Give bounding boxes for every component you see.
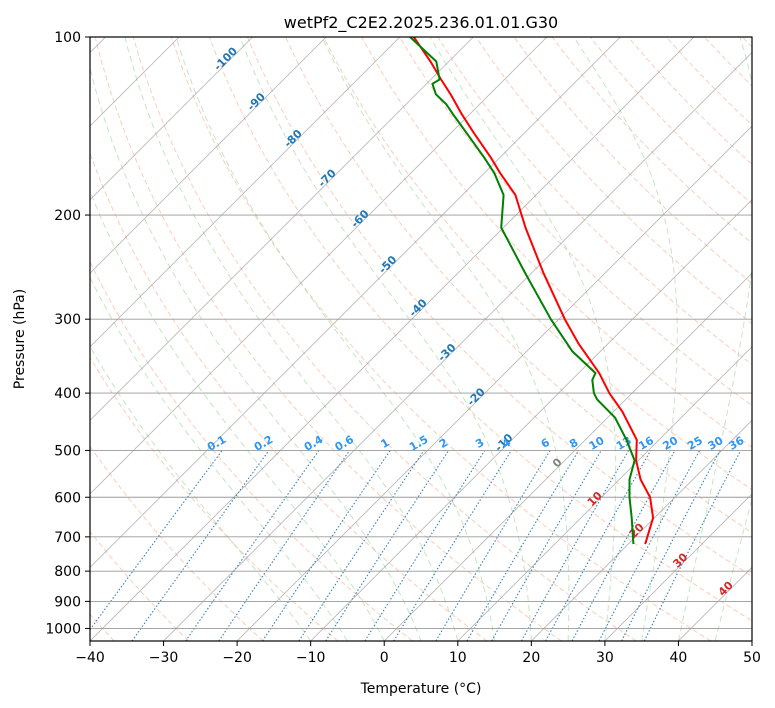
y-tick-label: 1000 (45, 621, 81, 637)
x-tick-label: −40 (75, 650, 105, 666)
moist-adiabat-line (90, 189, 385, 641)
moist-adiabat-line (239, 37, 532, 641)
isotherm-line (163, 51, 752, 641)
moist-adiabat-line (90, 276, 348, 641)
moist-adiabat-line (429, 37, 617, 641)
dry-adiabat-line (208, 37, 752, 622)
y-tick-label: 300 (54, 312, 81, 328)
x-tick-label: −10 (296, 650, 326, 666)
y-tick-label: 400 (54, 386, 81, 402)
mixing-ratio-line (621, 450, 721, 641)
moist-adiabat-line (321, 37, 570, 641)
x-tick-label: 50 (743, 650, 761, 666)
plot-background (90, 37, 752, 641)
isotherm-line (90, 37, 253, 201)
y-tick-label: 100 (54, 30, 81, 46)
dry-adiabat-line (246, 37, 752, 577)
dry-adiabat-line (323, 37, 752, 491)
moist-adiabat-line (573, 37, 678, 641)
dry-adiabat-line (90, 530, 190, 641)
y-tick-label: 700 (54, 530, 81, 546)
dry-adiabat-line (513, 37, 752, 284)
isotherm-line (236, 125, 752, 641)
mixing-ratio-line (393, 450, 512, 641)
mixing-ratio-line (90, 450, 223, 631)
dry-adiabat-line (437, 37, 752, 365)
mixing-ratio-line (521, 450, 630, 641)
mixing-ratio-line (364, 450, 486, 641)
y-axis-title: Pressure (hPa) (12, 289, 28, 389)
plot-frame (89, 36, 753, 642)
isotherm-line (90, 37, 548, 495)
x-tick-label: 30 (596, 650, 614, 666)
mixing-ratio-line (325, 450, 450, 641)
x-tick-label: 20 (522, 650, 540, 666)
mixing-ratio-line (185, 450, 320, 641)
dry-adiabat-line (90, 152, 488, 641)
isotherm-line (90, 37, 327, 274)
isotherm-line (90, 37, 401, 348)
x-axis-title: Temperature (°C) (360, 681, 482, 697)
mixing-ratio-line (643, 450, 742, 641)
isotherm-line (90, 37, 474, 421)
dry-adiabat-line (90, 445, 264, 641)
isotherm-line (310, 199, 752, 641)
moist-adiabat-line (677, 37, 752, 641)
y-tick-label: 800 (54, 564, 81, 580)
dry-adiabat-line (132, 37, 637, 641)
moist-adiabat-line (714, 497, 752, 641)
y-tick-label: 500 (54, 443, 81, 459)
x-tick-label: 0 (380, 650, 389, 666)
moist-adiabat-line (175, 37, 496, 641)
mixing-ratio-line (571, 450, 676, 641)
moist-adiabat-line (90, 66, 422, 641)
dry-adiabat-line (94, 37, 562, 641)
mixing-ratio-line (262, 450, 391, 641)
isotherm-line (531, 419, 752, 641)
isotherm-line (457, 346, 752, 641)
mixing-ratio-line (598, 450, 701, 641)
x-tick-label: −30 (149, 650, 179, 666)
mixing-ratio-line (131, 450, 270, 641)
y-tick-label: 900 (54, 594, 81, 610)
mixing-ratio-line (545, 450, 652, 641)
isotherm-line (604, 493, 752, 641)
y-tick-label: 200 (54, 208, 81, 224)
mixing-ratio-line (435, 450, 551, 641)
x-tick-label: −20 (222, 650, 252, 666)
chart-title: wetPf2_C2E2.2025.236.01.01.G30 (284, 13, 558, 33)
dewpoint-profile (409, 37, 636, 545)
dry-adiabat-line (399, 37, 752, 407)
temperature-profile (412, 37, 655, 545)
x-tick-label: 40 (670, 650, 688, 666)
mixing-ratio-line (218, 450, 351, 641)
y-tick-label: 600 (54, 490, 81, 506)
dry-adiabat-line (90, 356, 339, 641)
isotherm-line (383, 272, 752, 641)
isotherm-line (90, 37, 695, 641)
x-tick-label: 10 (449, 650, 467, 666)
moist-adiabat-line (124, 37, 459, 641)
mixing-ratio-line (298, 450, 425, 641)
dry-adiabat-line (170, 37, 712, 641)
isotherm-line (90, 37, 621, 569)
